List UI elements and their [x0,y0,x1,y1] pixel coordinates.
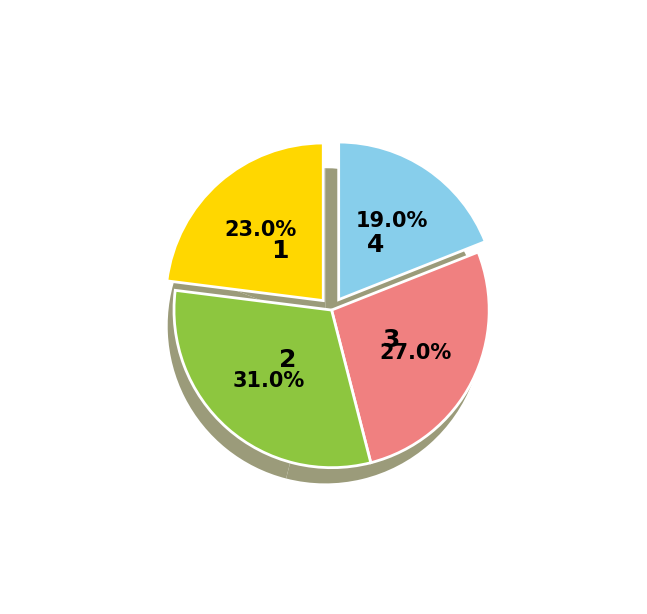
Wedge shape [168,268,325,478]
Wedge shape [286,306,483,483]
Wedge shape [167,143,324,301]
Wedge shape [338,142,485,300]
Text: 19.0%: 19.0% [356,211,428,231]
Wedge shape [179,168,325,326]
Text: 1: 1 [270,239,288,263]
Wedge shape [174,290,371,468]
Wedge shape [332,252,489,463]
Wedge shape [325,168,481,326]
Text: 2: 2 [279,348,296,371]
Text: 23.0%: 23.0% [225,220,297,239]
Text: 4: 4 [367,233,384,257]
Text: 3: 3 [382,328,399,352]
Text: 27.0%: 27.0% [380,343,452,363]
Text: 31.0%: 31.0% [233,371,305,391]
